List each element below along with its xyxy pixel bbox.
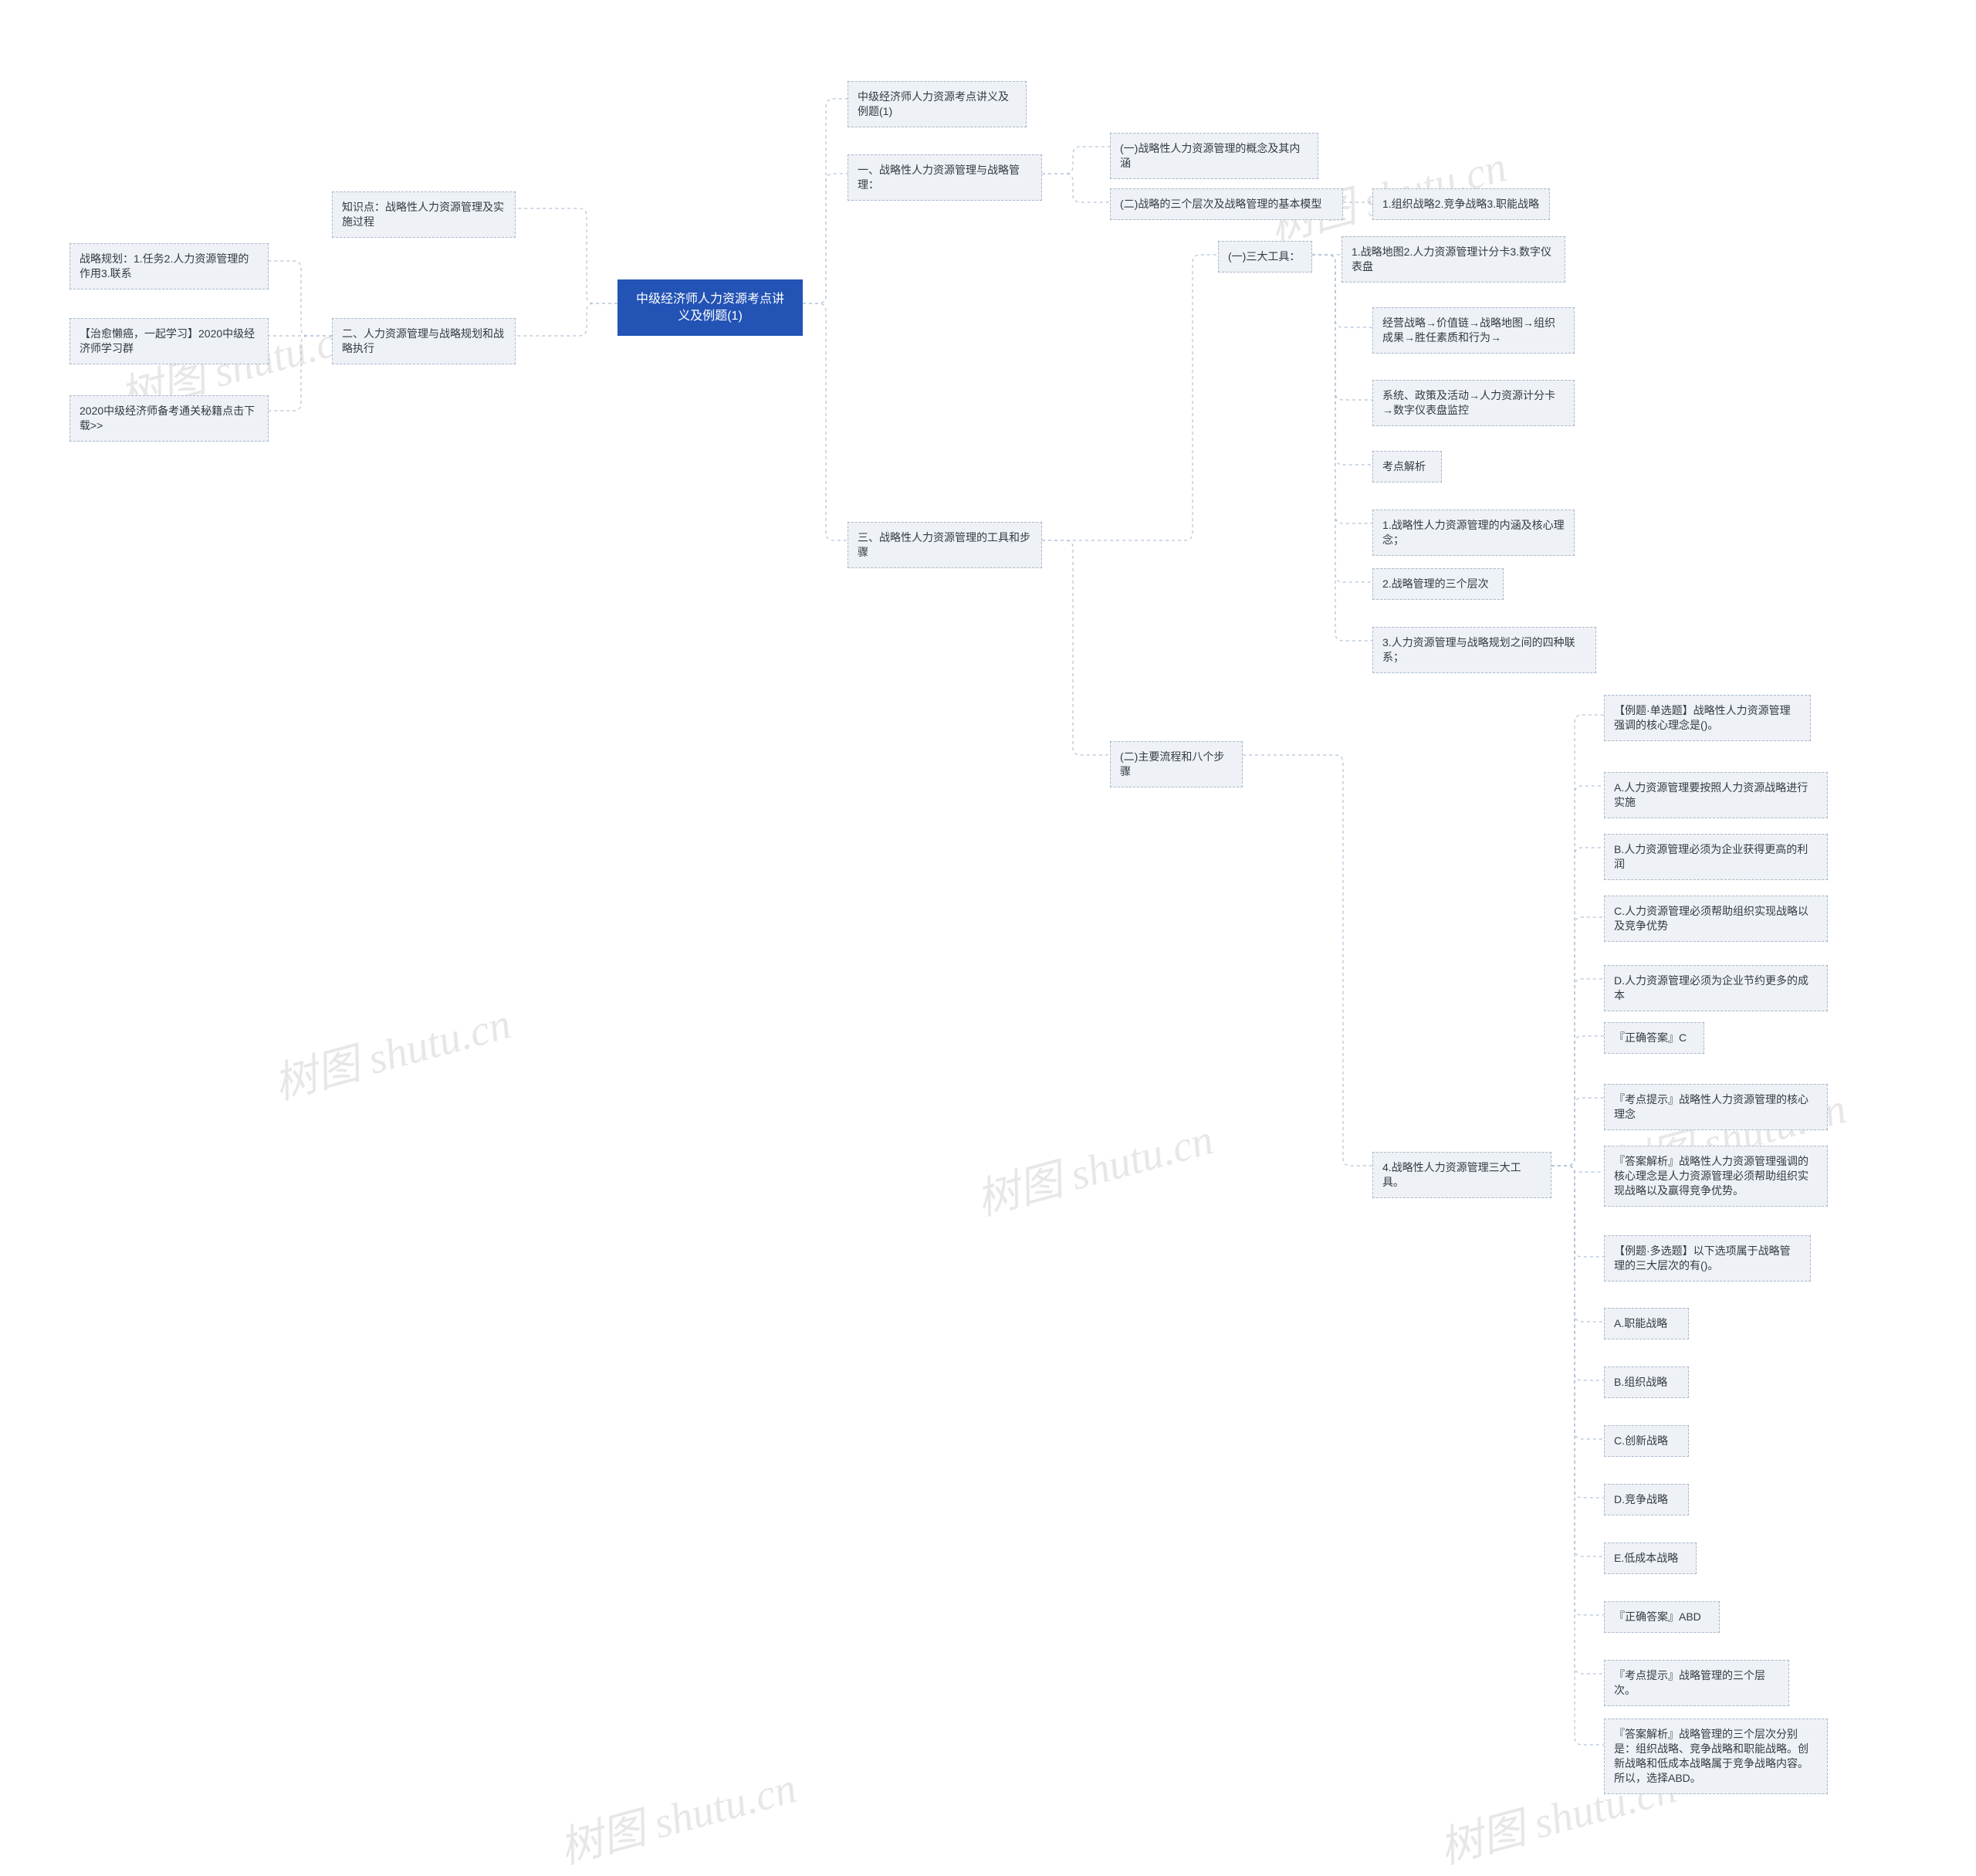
node-s1a[interactable]: (一)战略性人力资源管理的概念及其内涵: [1110, 133, 1318, 179]
node-q1b[interactable]: B.人力资源管理必须为企业获得更高的利润: [1604, 834, 1828, 880]
node-r-s1[interactable]: 一、战略性人力资源管理与战略管理：: [848, 154, 1042, 201]
node-t1g[interactable]: 3.人力资源管理与战略规划之间的四种联系；: [1372, 627, 1596, 673]
node-l2[interactable]: 【治愈懒癌，一起学习】2020中级经济师学习群: [69, 318, 269, 364]
node-s1b[interactable]: (二)战略的三个层次及战略管理的基本模型: [1110, 188, 1343, 220]
node-l1[interactable]: 战略规划：1.任务2.人力资源管理的作用3.联系: [69, 243, 269, 290]
node-q1exp[interactable]: 『答案解析』战略性人力资源管理强调的核心理念是人力资源管理必须帮助组织实现战略以…: [1604, 1146, 1828, 1207]
node-r-s3[interactable]: 三、战略性人力资源管理的工具和步骤: [848, 522, 1042, 568]
node-q1tip[interactable]: 『考点提示』战略性人力资源管理的核心理念: [1604, 1084, 1828, 1130]
watermark: 树图 shutu.cn: [266, 989, 516, 1112]
node-q2ans[interactable]: 『正确答案』ABD: [1604, 1601, 1720, 1633]
node-t1e[interactable]: 1.战略性人力资源管理的内涵及核心理念；: [1372, 510, 1575, 556]
node-q2a[interactable]: A.职能战略: [1604, 1308, 1689, 1339]
watermark: 树图 shutu.cn: [552, 1753, 802, 1876]
node-q1d[interactable]: D.人力资源管理必须为企业节约更多的成本: [1604, 965, 1828, 1011]
node-t1c[interactable]: 系统、政策及活动→人力资源计分卡→数字仪表盘监控: [1372, 380, 1575, 426]
node-s1b1[interactable]: 1.组织战略2.竞争战略3.职能战略: [1372, 188, 1550, 220]
node-q2c[interactable]: C.创新战略: [1604, 1425, 1689, 1457]
node-t1d[interactable]: 考点解析: [1372, 451, 1442, 483]
node-q1[interactable]: 【例题·单选题】战略性人力资源管理强调的核心理念是()。: [1604, 695, 1811, 741]
node-q2b[interactable]: B.组织战略: [1604, 1366, 1689, 1398]
node-q2[interactable]: 【例题·多选题】以下选项属于战略管理的三大层次的有()。: [1604, 1235, 1811, 1282]
node-t1b[interactable]: 经营战略→价值链→战略地图→组织成果→胜任素质和行为→: [1372, 307, 1575, 354]
node-q1c[interactable]: C.人力资源管理必须帮助组织实现战略以及竞争优势: [1604, 896, 1828, 942]
root-node[interactable]: 中级经济师人力资源考点讲义及例题(1): [618, 279, 803, 336]
node-q2exp[interactable]: 『答案解析』战略管理的三个层次分别是：组织战略、竞争战略和职能战略。创新战略和低…: [1604, 1719, 1828, 1794]
node-t2[interactable]: (二)主要流程和八个步骤: [1110, 741, 1243, 787]
node-q2e[interactable]: E.低成本战略: [1604, 1542, 1697, 1574]
node-hrm[interactable]: 二、人力资源管理与战略规划和战略执行: [332, 318, 516, 364]
node-t1f[interactable]: 2.战略管理的三个层次: [1372, 568, 1504, 600]
node-q1ans[interactable]: 『正确答案』C: [1604, 1022, 1704, 1054]
node-kp[interactable]: 知识点：战略性人力资源管理及实施过程: [332, 191, 516, 238]
node-l3[interactable]: 2020中级经济师备考通关秘籍点击下载>>: [69, 395, 269, 442]
node-t1[interactable]: (一)三大工具：: [1218, 241, 1312, 273]
node-q1a[interactable]: A.人力资源管理要按照人力资源战略进行实施: [1604, 772, 1828, 818]
node-q2tip[interactable]: 『考点提示』战略管理的三个层次。: [1604, 1660, 1789, 1706]
node-q2d[interactable]: D.竞争战略: [1604, 1484, 1689, 1515]
node-r-top[interactable]: 中级经济师人力资源考点讲义及例题(1): [848, 81, 1027, 127]
node-t1a[interactable]: 1.战略地图2.人力资源管理计分卡3.数字仪表盘: [1342, 236, 1565, 283]
watermark: 树图 shutu.cn: [969, 1105, 1219, 1228]
node-t2a[interactable]: 4.战略性人力资源管理三大工具。: [1372, 1152, 1551, 1198]
